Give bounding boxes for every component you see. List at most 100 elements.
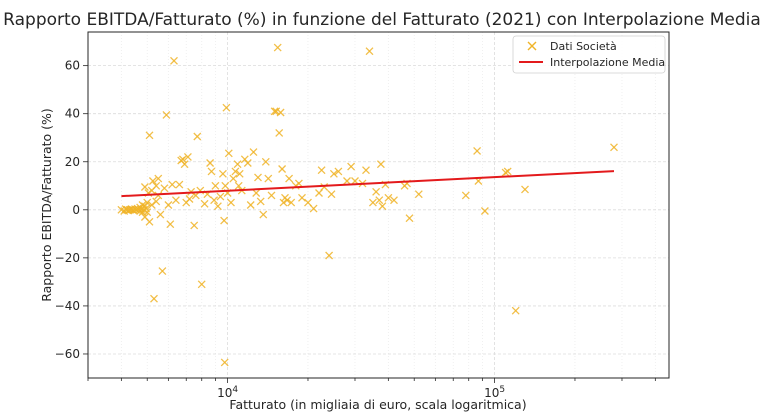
data-point (216, 192, 225, 201)
data-point (156, 210, 165, 219)
data-point (267, 191, 276, 200)
data-point (384, 193, 393, 202)
data-point (276, 108, 285, 117)
data-point (252, 189, 261, 197)
data-point (143, 198, 152, 207)
data-point (145, 217, 154, 226)
data-point (140, 202, 149, 211)
data-point (378, 202, 387, 211)
y-tick-label: 20 (65, 155, 80, 169)
data-point (368, 198, 377, 207)
data-point (183, 152, 192, 161)
data-point (273, 43, 282, 52)
data-point (207, 167, 216, 176)
y-axis-ticks: −60 −40 −20 0 20 40 60 (55, 59, 88, 361)
y-tick-label: −20 (55, 251, 80, 265)
data-point (309, 204, 318, 213)
data-point (261, 157, 270, 166)
data-point (317, 166, 326, 175)
data-point (178, 155, 187, 164)
data-point (220, 358, 229, 367)
data-point (190, 221, 199, 230)
data-point (461, 191, 470, 200)
y-tick-label: −60 (55, 347, 80, 361)
data-point (218, 169, 227, 178)
data-point (152, 197, 161, 206)
data-point (372, 187, 381, 196)
data-point (171, 196, 180, 205)
x-tick-label: 105 (484, 385, 505, 400)
data-point (158, 267, 167, 276)
data-point (334, 167, 343, 176)
data-point (211, 181, 220, 190)
data-point (154, 191, 163, 200)
data-point (162, 110, 171, 119)
data-point (503, 167, 512, 176)
data-point (254, 173, 262, 182)
data-point (414, 190, 423, 199)
data-point (287, 198, 296, 207)
y-tick-label: 60 (65, 59, 80, 73)
x-axis-label: Fatturato (in migliaia di euro, scala lo… (229, 397, 526, 412)
data-point (206, 159, 215, 167)
data-point (347, 162, 356, 171)
data-point (200, 199, 209, 208)
data-point (224, 149, 233, 158)
data-point (227, 198, 235, 207)
data-point (231, 167, 240, 176)
data-point (375, 196, 384, 205)
data-point (243, 159, 252, 167)
data-point (298, 193, 306, 202)
x-tick-label: 104 (217, 385, 238, 400)
data-point (213, 202, 222, 211)
data-point (610, 143, 618, 152)
data-point (197, 280, 206, 289)
data-point (233, 160, 242, 169)
data-point (193, 132, 202, 141)
plot-series (117, 43, 618, 367)
data-point (154, 174, 163, 183)
data-point (150, 294, 158, 303)
data-point (140, 183, 149, 191)
data-point (327, 190, 336, 199)
chart-title: Rapporto EBITDA/Fatturato (%) in funzion… (3, 10, 761, 30)
data-point (235, 169, 244, 178)
data-point (275, 128, 284, 137)
data-point (210, 196, 219, 205)
data-point (170, 56, 178, 65)
data-point (320, 183, 329, 191)
data-point (264, 174, 273, 183)
data-point (343, 177, 351, 185)
legend-marker-scatter (527, 41, 537, 51)
data-point (143, 208, 152, 217)
legend-label-line: Interpolazione Media (550, 56, 665, 69)
legend-box (512, 35, 666, 74)
data-point (521, 185, 529, 194)
data-point (272, 107, 281, 116)
data-point (279, 198, 288, 207)
data-point (294, 179, 303, 188)
data-point (405, 214, 414, 223)
data-point (259, 210, 268, 219)
data-point (175, 180, 184, 189)
data-point (283, 196, 292, 205)
data-point (152, 181, 161, 190)
data-point (160, 184, 169, 193)
y-axis-label: Rapporto EBITDA/Fatturato (%) (39, 108, 54, 302)
data-point (180, 160, 189, 169)
data-point (166, 220, 175, 229)
y-tick-label: −40 (55, 299, 80, 313)
data-point (249, 148, 258, 157)
data-point (473, 146, 482, 155)
data-point (148, 177, 157, 185)
trend-line (121, 170, 615, 198)
data-point (390, 196, 398, 205)
data-point (329, 169, 338, 178)
data-point (185, 195, 194, 203)
data-point (145, 131, 154, 140)
y-tick-label: 40 (65, 107, 80, 121)
data-point (164, 201, 173, 209)
data-point (325, 251, 334, 260)
data-point (234, 181, 243, 190)
